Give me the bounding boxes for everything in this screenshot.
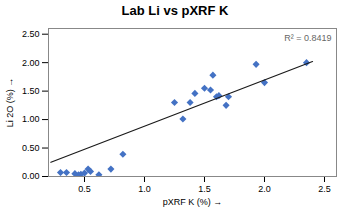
svg-text:R² = 0.8419: R² = 0.8419	[284, 33, 331, 43]
svg-text:1.50: 1.50	[22, 86, 40, 96]
svg-text:2.00: 2.00	[22, 58, 40, 68]
svg-text:1.00: 1.00	[22, 114, 40, 124]
svg-text:pXRF K (%) →: pXRF K (%) →	[163, 197, 223, 207]
svg-text:2.5: 2.5	[318, 184, 331, 194]
svg-text:0.00: 0.00	[22, 171, 40, 181]
svg-text:0.5: 0.5	[78, 184, 91, 194]
svg-text:2.50: 2.50	[22, 29, 40, 39]
svg-text:1.0: 1.0	[138, 184, 151, 194]
svg-text:Li 2O (%) →: Li 2O (%) →	[5, 78, 15, 128]
svg-text:1.5: 1.5	[198, 184, 211, 194]
html-text:Lab Li vs pXRF K: Lab Li vs pXRF K	[121, 3, 229, 18]
svg-text:2.0: 2.0	[258, 184, 271, 194]
svg-text:0.50: 0.50	[22, 143, 40, 153]
